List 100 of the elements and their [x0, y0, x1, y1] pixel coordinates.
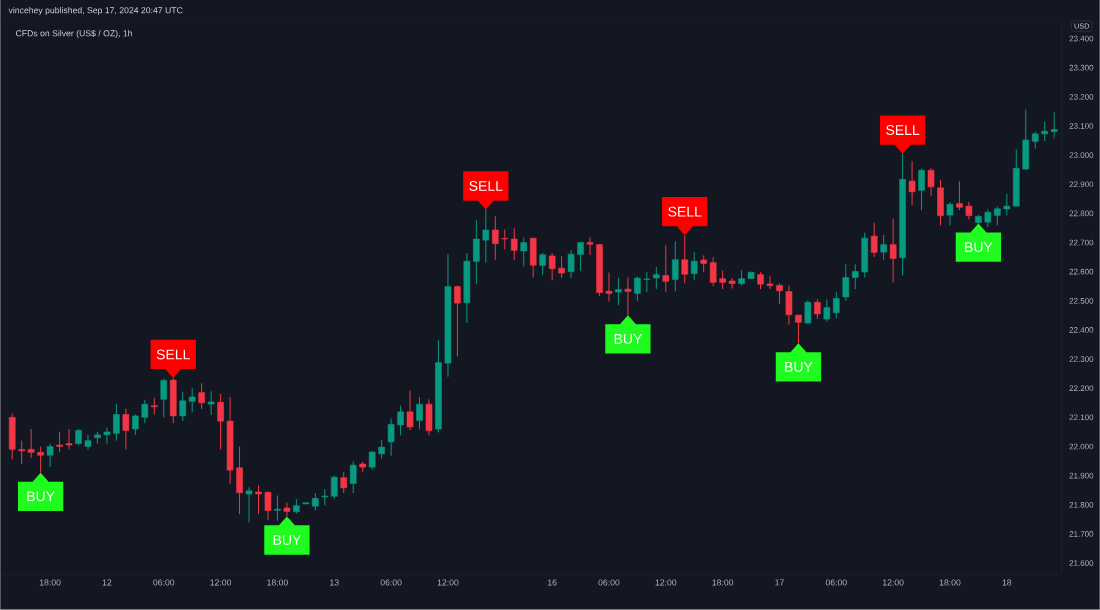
annotation: BUY: [785, 362, 813, 372]
candlestick: [814, 299, 821, 320]
candlestick: [65, 428, 73, 451]
candlestick: [283, 502, 291, 518]
candlestick: [946, 201, 954, 226]
candlestick: [198, 382, 205, 410]
candlestick: [217, 393, 224, 451]
x-tick-label: 06:00: [380, 579, 402, 586]
candlestick: [880, 234, 887, 261]
candlestick: [719, 270, 726, 290]
candlestick: [908, 160, 916, 206]
x-tick-label: 16: [547, 579, 557, 586]
candlestick: [141, 399, 149, 424]
y-tick-label: 21.900: [1069, 472, 1094, 479]
candlestick: [274, 495, 281, 522]
candlestick: [46, 443, 54, 468]
candlestick: [927, 167, 935, 197]
candlestick: [56, 431, 63, 453]
candlestick: [851, 264, 859, 290]
text: vincehey published, Sep 17, 2024 20:47 UTC: [8, 7, 183, 16]
y-tick-label: 21.600: [1069, 560, 1094, 567]
candlestick: [349, 461, 357, 494]
y-tick-label: 21.700: [1069, 531, 1094, 537]
y-tick-label: 23.300: [1069, 65, 1094, 71]
candlestick: [653, 266, 660, 290]
candlestick: [454, 285, 461, 358]
candlestick: [671, 241, 679, 293]
x-tick-label: 18:00: [39, 579, 61, 586]
candlestick: [188, 387, 196, 414]
y-tick-label: 22.700: [1069, 239, 1094, 246]
candlestick: [416, 396, 423, 430]
x-tick-label: 12:00: [655, 579, 677, 586]
candlestick: [1050, 111, 1058, 139]
candlestick: [870, 222, 878, 258]
y-tick-label: 23.400: [1069, 35, 1094, 42]
annotation: SELL: [469, 181, 503, 192]
candlestick: [586, 236, 594, 256]
candlestick: [510, 227, 518, 261]
text: CFDs on Silver (US$ / OZ), 1h: [15, 30, 132, 39]
candlestick: [605, 272, 613, 303]
candlestick: [823, 299, 831, 323]
candlestick: [37, 446, 44, 474]
y-tick-label: 22.600: [1069, 268, 1094, 275]
candlestick: [956, 180, 963, 211]
candlestick: [245, 486, 253, 523]
candlestick: [520, 237, 528, 268]
candlestick: [406, 390, 414, 431]
candlestick: [113, 403, 120, 442]
x-tick-label: 06:00: [825, 579, 847, 586]
y-tick-label: 22.000: [1069, 443, 1094, 450]
candlestick: [690, 251, 698, 281]
candlestick: [368, 450, 376, 471]
candlestick: [103, 427, 111, 445]
x-tick-label: 12: [102, 579, 112, 586]
candlestick: [207, 390, 215, 416]
candlestick: [728, 277, 736, 290]
candlestick: [539, 252, 546, 276]
candlestick: [179, 391, 187, 422]
candlestick: [27, 428, 35, 459]
y-tick-label: 22.100: [1069, 414, 1094, 421]
candlestick: [473, 220, 480, 285]
x-tick-label: 17: [775, 579, 784, 586]
candlestick: [634, 275, 641, 302]
candlestick: [662, 245, 670, 293]
candlestick: [994, 206, 1001, 226]
candlestick: [378, 439, 385, 460]
candlestick: [567, 249, 575, 279]
x-tick-label: 18:00: [712, 579, 734, 586]
candlestick: [1003, 193, 1011, 217]
x-tick-label: 12:00: [882, 579, 904, 586]
y-tick-label: 22.800: [1069, 210, 1094, 217]
y-tick-label: 22.400: [1069, 327, 1094, 333]
candlestick: [766, 275, 774, 290]
y-tick-label: 23.200: [1069, 94, 1094, 100]
candlestick: [681, 234, 689, 284]
candlestick: [795, 314, 802, 344]
y-tick-label: 23.100: [1069, 123, 1094, 129]
annotation: BUY: [27, 491, 55, 502]
x-tick-label: 12:00: [437, 579, 459, 586]
candlestick: [615, 277, 622, 306]
candlestick: [624, 276, 632, 317]
y-tick-label: 21.800: [1069, 502, 1094, 508]
candlestick: [785, 285, 793, 326]
candlestick: [889, 218, 897, 284]
candlestick: [501, 229, 509, 251]
candlestick: [643, 271, 651, 293]
x-tick-label: 06:00: [598, 579, 620, 586]
y-tick-label: 22.900: [1069, 181, 1094, 188]
candlestick: [833, 292, 840, 319]
x-tick-label: 12:00: [210, 579, 232, 586]
x-tick-label: 18:00: [267, 579, 288, 586]
candlestick: [709, 256, 717, 287]
x-tick-label: 18: [1002, 579, 1012, 586]
x-tick-label: 06:00: [153, 579, 175, 586]
y-tick-label: 22.300: [1069, 356, 1094, 363]
annotation: SELL: [886, 125, 920, 136]
candlestick: [577, 242, 584, 272]
candlestick: [122, 408, 130, 451]
candlestick: [482, 209, 490, 264]
candlestick: [397, 405, 404, 437]
